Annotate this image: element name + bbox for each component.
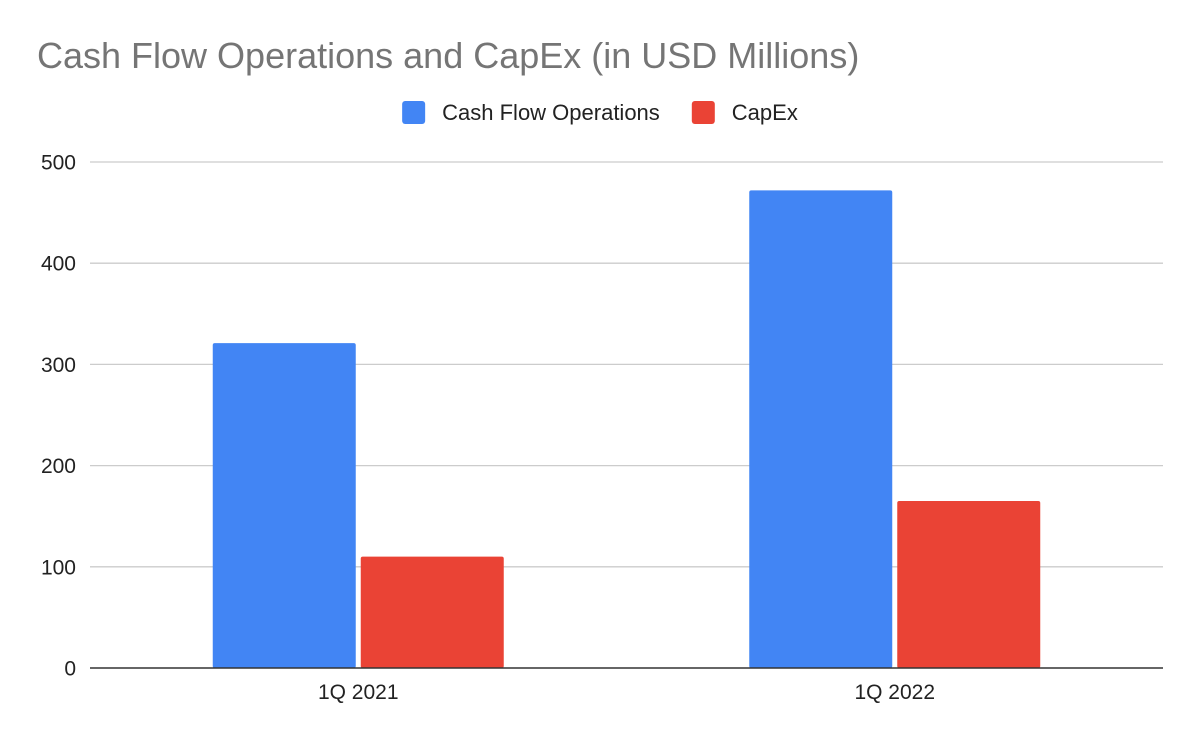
bar-cash-flow-operations-0	[212, 343, 356, 668]
y-tick-label: 400	[41, 253, 76, 276]
y-tick-label: 500	[41, 152, 76, 175]
bar-capex-0	[360, 556, 504, 668]
legend-label: CapEx	[732, 100, 798, 125]
bar-capex-1	[897, 501, 1041, 668]
x-tick-label: 1Q 2021	[318, 681, 399, 704]
y-tick-label: 0	[64, 658, 76, 681]
bars	[212, 190, 1041, 668]
legend-label: Cash Flow Operations	[442, 100, 660, 125]
y-tick-label: 100	[41, 556, 76, 579]
x-tick-label: 1Q 2022	[854, 681, 935, 704]
legend-swatch	[691, 101, 715, 124]
x-axis-ticks: 1Q 2021 1Q 2022	[318, 681, 935, 704]
y-tick-label: 200	[41, 455, 76, 478]
legend-item-capex: CapEx	[691, 100, 798, 125]
chart-title: Cash Flow Operations and CapEx (in USD M…	[37, 35, 859, 76]
y-tick-label: 300	[41, 354, 76, 377]
legend-item-cash-flow-operations: Cash Flow Operations	[402, 100, 660, 125]
bar-cash-flow-operations-1	[749, 190, 893, 668]
legend: Cash Flow Operations CapEx	[402, 100, 798, 125]
y-axis-ticks: 0 100 200 300 400 500	[41, 152, 76, 681]
legend-swatch	[402, 101, 426, 124]
